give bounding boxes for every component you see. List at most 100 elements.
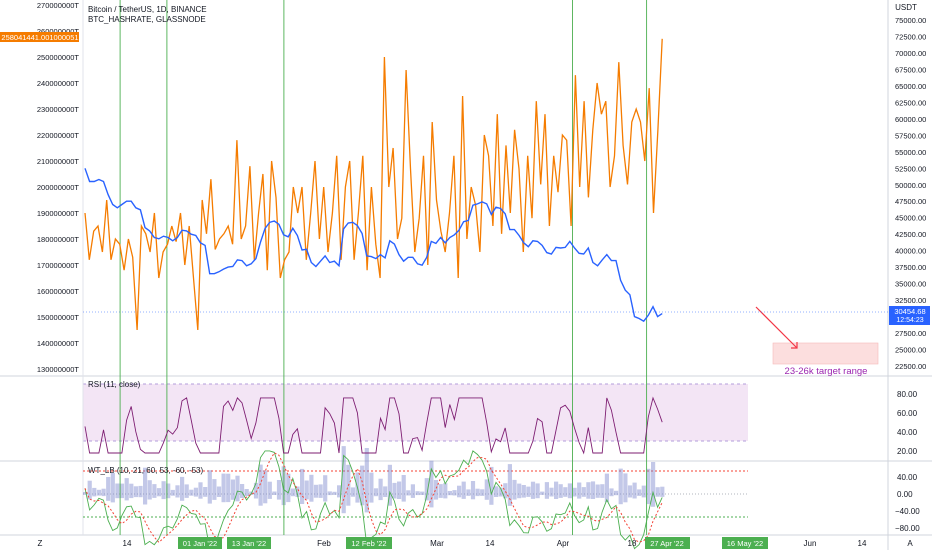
time-highlight-label: 01 Jan '22 xyxy=(183,539,217,548)
wt-legend[interactable]: WT_LB (10, 21, 60, 53, -60, -53) xyxy=(88,466,204,475)
wt-histogram-bar xyxy=(581,487,586,497)
wt-histogram-bar xyxy=(447,491,452,496)
hashrate-axis-tick: 210000000T xyxy=(37,157,80,166)
wt-histogram-bar xyxy=(526,486,531,497)
wt-histogram-bar xyxy=(401,475,406,502)
time-axis[interactable]: 14 Feb Mar 14 Apr 18 Jun 14 01 Jan '22 1… xyxy=(123,537,867,549)
wt-histogram-bar xyxy=(637,489,642,496)
wt-histogram-bar xyxy=(327,491,332,496)
prediction-arrow[interactable] xyxy=(755,306,798,349)
wt1-line[interactable] xyxy=(84,450,663,550)
wt-histogram-bar xyxy=(604,473,609,503)
wt-histogram-bar xyxy=(544,482,549,499)
price-axis-tick: 67500.00 xyxy=(895,65,926,74)
rsi-tick: 60.00 xyxy=(897,409,918,418)
wt-histogram-bar xyxy=(415,491,420,496)
wt-histogram-bar xyxy=(240,484,245,498)
wt-histogram-bar xyxy=(119,483,125,499)
wt-tick: −40.00 xyxy=(895,507,920,516)
wt-histogram-bar xyxy=(290,488,295,497)
wt-histogram-bar xyxy=(475,488,480,497)
time-tick: Mar xyxy=(430,539,444,548)
wt-histogram-bar xyxy=(651,462,656,507)
wt-histogram-bar xyxy=(470,481,476,500)
wt-histogram-bar xyxy=(369,472,374,503)
wt-histogram xyxy=(83,446,665,514)
wt2-line[interactable] xyxy=(84,452,663,544)
wt-histogram-bar xyxy=(517,483,522,499)
wt-histogram-bar xyxy=(378,478,383,501)
wt-histogram-bar xyxy=(392,482,397,499)
rsi-legend[interactable]: RSI (11, close) xyxy=(88,380,141,389)
wt-histogram-bar xyxy=(304,480,309,500)
zoom-toggle-button[interactable]: Z xyxy=(38,539,43,548)
wt-histogram-bar xyxy=(258,464,263,506)
wt-histogram-bar xyxy=(577,482,582,499)
hashrate-series-line[interactable] xyxy=(84,38,663,331)
wt-histogram-bar xyxy=(350,487,355,497)
wt-histogram-bar xyxy=(152,484,157,498)
hashrate-axis[interactable]: 270000000T 260000000T 250000000T 240000000T… xyxy=(37,1,80,374)
wt-histogram-bar xyxy=(263,470,268,504)
wt-histogram-bar xyxy=(318,484,323,498)
hashrate-value-text: 258041441.001000051 xyxy=(1,33,78,42)
wt-histogram-bar xyxy=(124,478,129,501)
price-axis-tick: 52500.00 xyxy=(895,164,926,173)
price-tag-countdown: 12:54:23 xyxy=(896,317,923,324)
time-highlight-label: 13 Jan '22 xyxy=(232,539,266,548)
rsi-tick: 80.00 xyxy=(897,390,918,399)
wt-histogram-bar xyxy=(498,487,503,497)
rsi-line[interactable] xyxy=(84,396,663,455)
wt-histogram-bar xyxy=(337,485,342,498)
hashrate-axis-tick: 200000000T xyxy=(37,183,80,192)
auto-scale-button[interactable]: A xyxy=(907,539,913,548)
wt-histogram-bar xyxy=(429,460,434,508)
wt-histogram-bar xyxy=(489,466,494,505)
wt-histogram-bar xyxy=(507,464,512,506)
wt-histogram-bar xyxy=(558,484,563,498)
price-series-line[interactable] xyxy=(84,168,663,323)
time-tick: 14 xyxy=(486,539,495,548)
time-highlight xyxy=(227,537,271,549)
price-axis-tick: 22500.00 xyxy=(895,362,926,371)
price-axis-tick: 62500.00 xyxy=(895,98,926,107)
symbol-legend[interactable]: Bitcoin / TetherUS, 1D, BINANCE xyxy=(88,5,207,14)
time-tick: Feb xyxy=(317,539,331,548)
wt-histogram-bar xyxy=(101,488,106,497)
hashrate-axis-tick: 220000000T xyxy=(37,131,80,140)
time-highlight xyxy=(645,537,690,549)
indicator-legend[interactable]: BTC_HASHRATE, GLASSNODE xyxy=(88,15,206,24)
wt-histogram-bar xyxy=(383,486,388,497)
rsi-tick: 40.00 xyxy=(897,428,918,437)
time-highlight-label: 16 May '22 xyxy=(727,539,763,548)
wt-histogram-bar xyxy=(276,480,282,500)
price-axis[interactable]: 75000.00 72500.00 70000.00 67500.00 65000.00… xyxy=(895,16,926,371)
wt-tick: −80.00 xyxy=(895,524,920,533)
time-tick: Jun xyxy=(804,539,817,548)
wt-histogram-bar xyxy=(373,488,379,497)
wt-histogram-bar xyxy=(554,481,559,499)
time-highlight xyxy=(178,537,222,549)
wt-histogram-bar xyxy=(83,492,88,495)
wt-histogram-bar xyxy=(332,491,337,495)
wt-histogram-bar xyxy=(466,489,471,496)
wt-histogram-bar xyxy=(207,470,212,504)
price-tag-value: 30454.68 xyxy=(894,307,925,316)
wt-histogram-bar xyxy=(96,489,102,496)
wt-histogram-bar xyxy=(660,486,665,497)
hashrate-axis-tick: 260000000T xyxy=(37,27,80,36)
wt-histogram-bar xyxy=(420,491,425,495)
wt-histogram-bar xyxy=(313,484,319,498)
wt-histogram-bar xyxy=(480,489,485,496)
wt-histogram-bar xyxy=(180,476,185,501)
time-tick: 14 xyxy=(123,539,132,548)
wt-histogram-bar xyxy=(198,482,203,499)
wt-histogram-bar xyxy=(175,485,180,498)
wt-histogram-bar xyxy=(216,486,222,497)
vertical-markers xyxy=(119,0,648,535)
wt-histogram-bar xyxy=(184,484,189,498)
target-range-box[interactable] xyxy=(772,342,879,365)
wt-histogram-bar xyxy=(461,481,466,499)
wt-histogram-bar xyxy=(424,478,429,501)
